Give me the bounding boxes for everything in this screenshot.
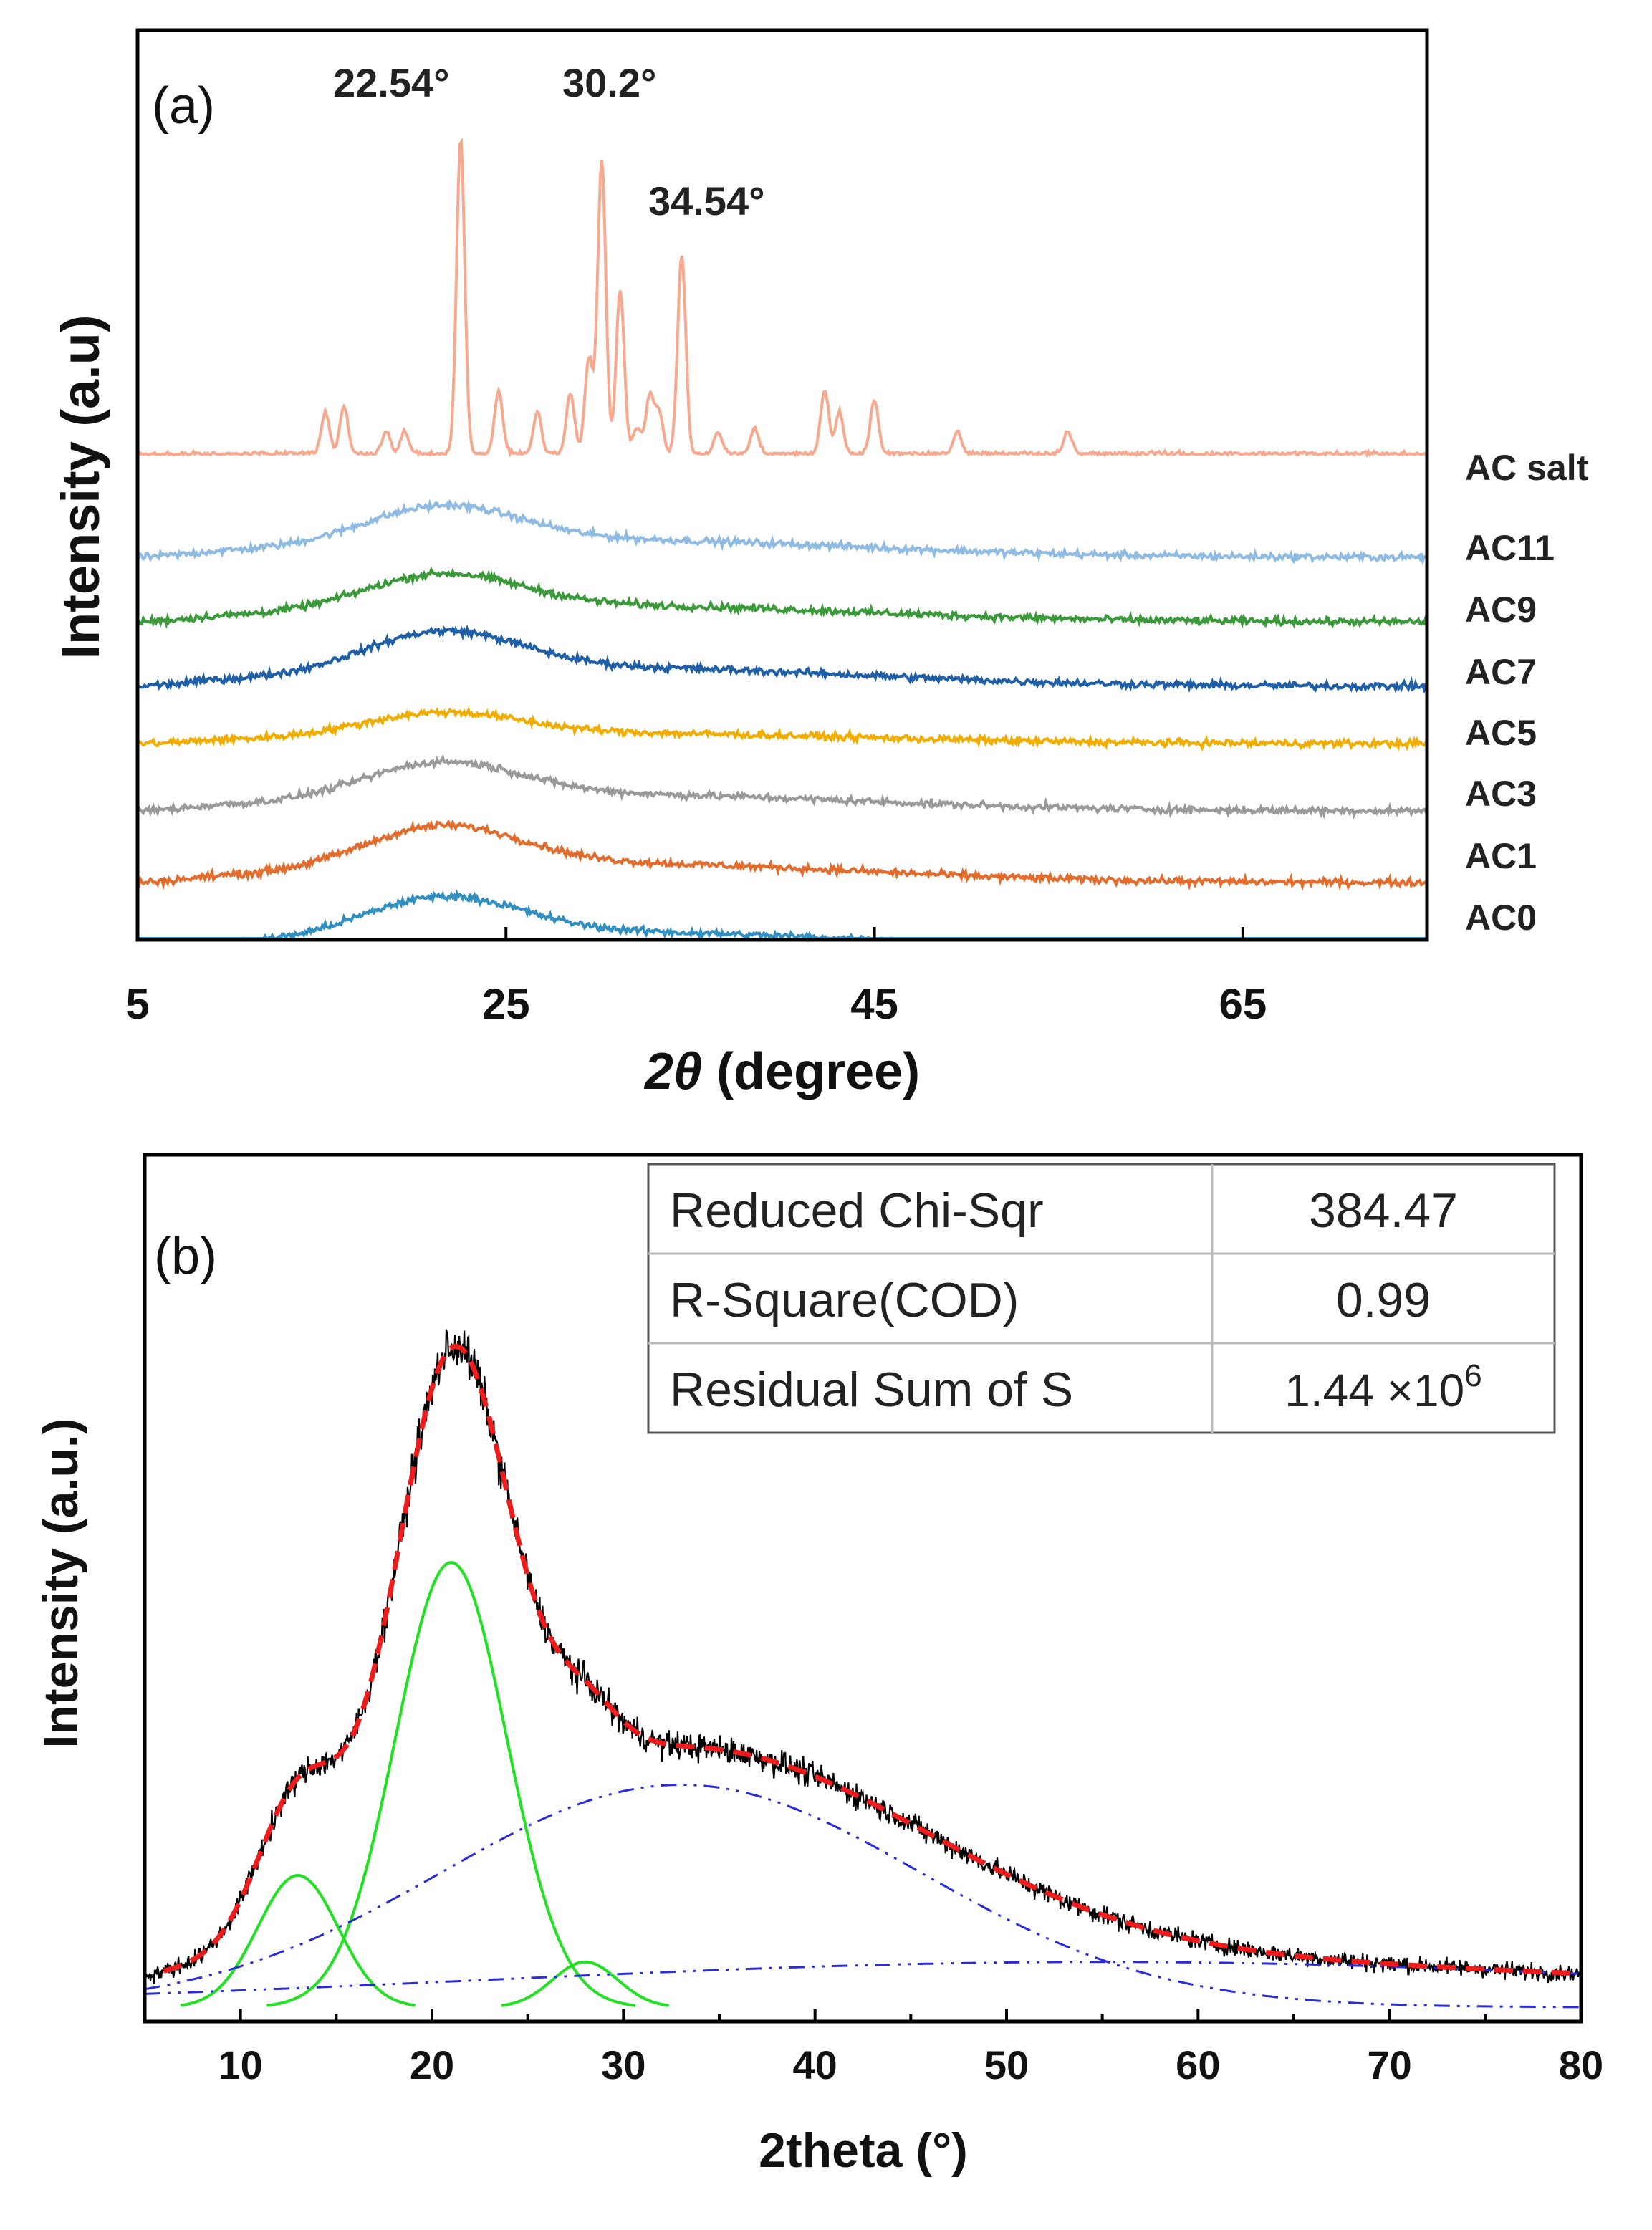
panel-b-frame [143,1153,1583,2024]
trace-ac-salt [136,137,1428,458]
panel-b-label: (b) [154,1228,217,1285]
panel-a-x-axis-label: 2θ (degree) [643,1043,920,1100]
table-label-rss: Residual Sum of S [670,1362,1073,1417]
series-label-ac1: AC1 [1465,836,1537,876]
x-tick-label: 10 [218,2042,263,2087]
trace-ac7 [137,624,1427,694]
peak-label-1: 22.54° [333,60,450,105]
panel-a-frame [135,28,1429,942]
series-label-ac11: AC11 [1465,528,1555,568]
trace-peak-1 [180,1873,416,2007]
table-value-r-square: 0.99 [1336,1273,1431,1327]
trace-ac0 [138,889,1427,943]
trace-ac5 [136,706,1428,752]
series-label-ac7: AC7 [1465,652,1537,692]
peak-label-3: 34.54° [648,178,765,224]
panel-a-y-axis-label: Intensity (a.u) [51,314,110,659]
panel-a-label: (a) [152,77,215,135]
x-tick-label: 60 [1176,2042,1220,2087]
x-tick-label: 40 [793,2042,837,2087]
table-label-chi-sqr: Reduced Chi-Sqr [670,1183,1044,1238]
panel-b: (b) Reduced Chi-Sqr 384.47 R-Square(COD)… [34,1153,1603,2178]
fit-statistics-table: Reduced Chi-Sqr 384.47 R-Square(COD) 0.9… [647,1163,1556,1434]
table-value-rss: 1.44 ×106 [1284,1358,1481,1416]
panel-b-x-axis-label: 2theta (°) [759,2123,968,2178]
x-tick-label: 45 [850,980,898,1028]
series-label-ac0: AC0 [1465,898,1537,938]
trace-ac3 [136,754,1428,820]
x-tick-label: 5 [125,980,149,1028]
x-tick-label: 80 [1559,2042,1603,2087]
panel-b-curves [144,1329,1583,2009]
panel-b-y-axis-label: Intensity (a.u.) [34,1418,88,1749]
x-tick-label: 70 [1368,2042,1412,2087]
series-label-ac5: AC5 [1465,713,1537,753]
trace-ac9 [136,566,1428,630]
trace-peak-2 [266,1560,636,2007]
trace-ac11 [136,499,1428,566]
peak-label-2: 30.2° [562,60,656,105]
trace-cumulative-fit [163,1343,1582,1976]
trace-broad-2 [144,1961,1582,1995]
table-border [647,1163,1556,1434]
series-label-ac3: AC3 [1465,774,1537,814]
series-label-ac-salt: AC salt [1465,448,1589,488]
panel-a-series-labels: AC salt AC11 AC9 AC7 AC5 AC3 AC1 AC0 [1465,448,1589,938]
series-label-ac9: AC9 [1465,590,1537,630]
trace-ac1 [136,819,1428,892]
panel-a-x-ticks: 5 25 45 65 [125,927,1267,1028]
x-tick-label: 25 [482,980,530,1028]
x-tick-label: 65 [1219,980,1267,1028]
x-tick-label: 50 [984,2042,1029,2087]
panel-a-peak-labels: 22.54° 30.2° 34.54° [333,60,765,224]
x-tick-label: 20 [410,2042,454,2087]
panel-a-curves [136,137,1428,943]
x-tick-label: 30 [601,2042,645,2087]
table-label-r-square: R-Square(COD) [670,1273,1019,1327]
table-value-chi-sqr: 384.47 [1309,1183,1458,1238]
panel-a: (a) 22.54° 30.2° 34.54° AC salt AC11 AC9… [51,28,1589,1100]
trace-peak-3 [501,1960,670,2007]
panel-b-x-ticks: 10 20 30 40 50 60 70 80 [143,2009,1603,2087]
